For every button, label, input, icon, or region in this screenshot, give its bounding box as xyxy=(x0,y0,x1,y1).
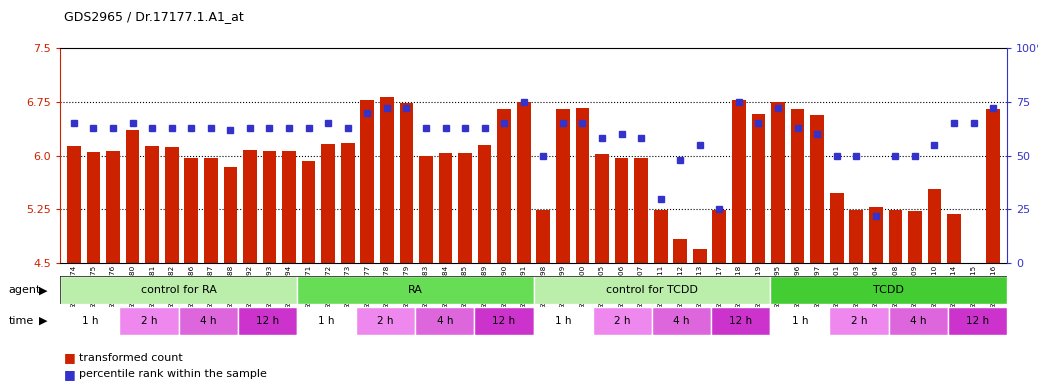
Bar xyxy=(179,307,238,335)
Bar xyxy=(908,212,922,263)
Bar xyxy=(712,210,727,263)
Text: percentile rank within the sample: percentile rank within the sample xyxy=(79,369,267,379)
Bar xyxy=(732,99,745,263)
Bar xyxy=(674,239,687,263)
Text: 4 h: 4 h xyxy=(910,316,926,326)
Bar xyxy=(771,102,785,263)
Bar xyxy=(86,152,101,263)
Bar xyxy=(380,97,393,263)
Text: ■: ■ xyxy=(64,368,76,381)
Bar xyxy=(474,307,534,335)
Bar xyxy=(400,103,413,263)
Bar xyxy=(556,109,570,263)
Text: RA: RA xyxy=(408,285,422,295)
Bar xyxy=(654,210,667,263)
Bar xyxy=(948,307,1007,335)
Bar xyxy=(752,114,765,263)
Bar xyxy=(419,156,433,263)
Bar xyxy=(711,307,770,335)
Bar xyxy=(829,193,844,263)
Text: 4 h: 4 h xyxy=(200,316,216,326)
Bar xyxy=(869,207,882,263)
Bar xyxy=(849,210,864,263)
Text: 12 h: 12 h xyxy=(255,316,279,326)
Bar xyxy=(243,150,256,263)
Bar xyxy=(203,158,218,263)
Text: 4 h: 4 h xyxy=(674,316,689,326)
Bar xyxy=(811,115,824,263)
Text: 1 h: 1 h xyxy=(319,316,334,326)
Bar xyxy=(60,307,119,335)
Bar xyxy=(534,276,770,304)
Bar xyxy=(297,307,356,335)
Bar xyxy=(360,99,374,263)
Bar xyxy=(652,307,711,335)
Text: ■: ■ xyxy=(64,351,76,364)
Text: control for TCDD: control for TCDD xyxy=(606,285,698,295)
Bar xyxy=(106,151,119,263)
Text: 1 h: 1 h xyxy=(792,316,808,326)
Bar xyxy=(458,153,472,263)
Bar xyxy=(537,210,550,263)
Bar xyxy=(67,146,81,263)
Bar xyxy=(126,131,139,263)
Text: 2 h: 2 h xyxy=(614,316,630,326)
Bar xyxy=(439,153,453,263)
Text: control for RA: control for RA xyxy=(140,285,217,295)
Text: 12 h: 12 h xyxy=(965,316,989,326)
Bar xyxy=(534,307,593,335)
Bar xyxy=(165,147,179,263)
Text: 2 h: 2 h xyxy=(378,316,393,326)
Bar xyxy=(614,158,628,263)
Bar xyxy=(928,189,941,263)
Text: 12 h: 12 h xyxy=(492,316,516,326)
Text: 2 h: 2 h xyxy=(141,316,157,326)
Bar xyxy=(60,276,297,304)
Bar xyxy=(948,214,961,263)
Bar xyxy=(415,307,474,335)
Bar xyxy=(145,146,159,263)
Bar xyxy=(297,276,534,304)
Text: TCDD: TCDD xyxy=(873,285,904,295)
Bar xyxy=(986,109,1000,263)
Bar xyxy=(634,158,648,263)
Bar xyxy=(263,151,276,263)
Bar xyxy=(322,144,335,263)
Text: time: time xyxy=(8,316,33,326)
Text: agent: agent xyxy=(8,285,40,295)
Bar xyxy=(576,108,590,263)
Bar xyxy=(595,154,609,263)
Text: 2 h: 2 h xyxy=(851,316,867,326)
Text: GDS2965 / Dr.17177.1.A1_at: GDS2965 / Dr.17177.1.A1_at xyxy=(64,10,244,23)
Text: 1 h: 1 h xyxy=(82,316,98,326)
Bar xyxy=(356,307,415,335)
Bar xyxy=(477,146,491,263)
Bar xyxy=(119,307,179,335)
Bar xyxy=(791,109,804,263)
Bar xyxy=(770,307,829,335)
Bar xyxy=(282,151,296,263)
Text: 12 h: 12 h xyxy=(729,316,753,326)
Bar xyxy=(185,158,198,263)
Text: ▶: ▶ xyxy=(39,285,48,295)
Bar xyxy=(889,307,948,335)
Bar xyxy=(340,143,355,263)
Text: ▶: ▶ xyxy=(39,316,48,326)
Bar xyxy=(302,161,316,263)
Text: 4 h: 4 h xyxy=(437,316,453,326)
Bar xyxy=(223,167,238,263)
Bar xyxy=(770,276,1007,304)
Bar xyxy=(497,109,511,263)
Text: 1 h: 1 h xyxy=(555,316,571,326)
Bar xyxy=(889,210,902,263)
Bar xyxy=(517,102,530,263)
Bar xyxy=(238,307,297,335)
Bar xyxy=(593,307,652,335)
Text: transformed count: transformed count xyxy=(79,353,183,363)
Bar xyxy=(829,307,889,335)
Bar xyxy=(693,249,707,263)
